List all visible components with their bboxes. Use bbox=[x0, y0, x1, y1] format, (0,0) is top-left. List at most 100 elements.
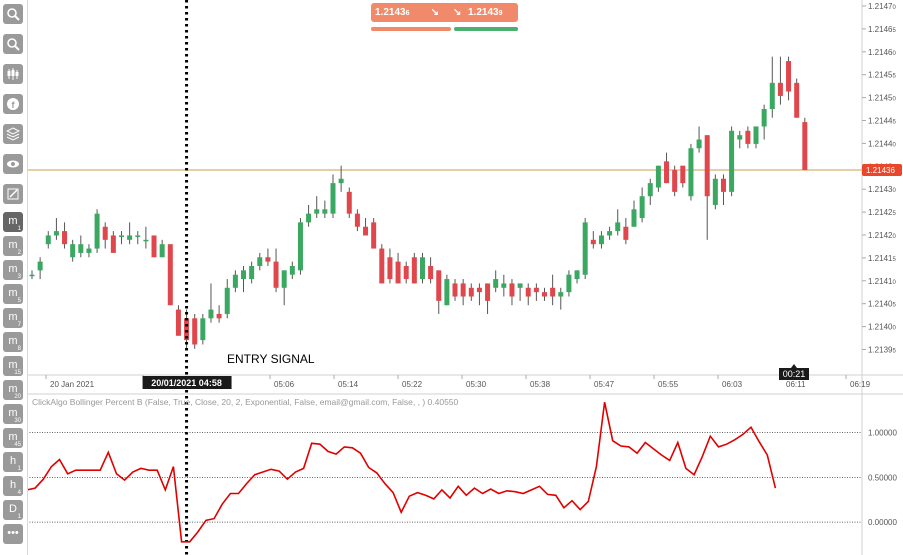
indicator-level-label: 0.00000 bbox=[868, 518, 897, 527]
timeframe-sub-label: 8 bbox=[17, 346, 21, 352]
price-tick-label: 1.21400 bbox=[868, 323, 896, 332]
zoom-out-button[interactable] bbox=[3, 34, 23, 54]
timeframe-label: m bbox=[8, 359, 18, 371]
price-tick-label: 1.21410 bbox=[868, 277, 896, 286]
price-tick-label: 1.21440 bbox=[868, 139, 896, 148]
candle bbox=[241, 270, 247, 280]
candle bbox=[289, 265, 295, 275]
candle bbox=[330, 183, 336, 214]
candle bbox=[452, 283, 458, 297]
price-tick-label: 1.21455 bbox=[868, 71, 896, 80]
candle bbox=[468, 287, 474, 297]
candle bbox=[224, 287, 230, 314]
candle bbox=[29, 274, 35, 277]
candle bbox=[363, 226, 369, 236]
candle bbox=[78, 244, 84, 253]
eye-button[interactable] bbox=[3, 154, 23, 174]
time-tick-label: 06:03 bbox=[722, 380, 743, 389]
timeframe-sub-label: 1 bbox=[17, 514, 21, 520]
candle bbox=[525, 287, 531, 297]
candle bbox=[769, 82, 775, 110]
timeframe-label: m bbox=[8, 239, 18, 251]
candle bbox=[175, 309, 181, 336]
candle bbox=[737, 135, 743, 140]
indicator-title: ClickAlgo Bollinger Percent B (False, Tr… bbox=[32, 397, 459, 407]
current-price-label: 1.21436 bbox=[866, 166, 895, 175]
candle bbox=[428, 265, 434, 280]
timeframe-label: ••• bbox=[7, 527, 19, 539]
zoom-in-icon bbox=[7, 8, 20, 21]
sell-price-button[interactable]: 1.21436 ↘ bbox=[371, 3, 451, 22]
price-tick-label: 1.21425 bbox=[868, 208, 896, 217]
timeframe-sub-label: 5 bbox=[17, 298, 21, 304]
settings-button[interactable] bbox=[3, 184, 23, 204]
candle bbox=[680, 165, 686, 184]
timeframe-button-13[interactable]: ••• bbox=[3, 524, 23, 544]
candle bbox=[338, 178, 344, 184]
candle bbox=[655, 165, 661, 188]
candle bbox=[761, 109, 767, 127]
timeframe-button-8[interactable]: m 30 bbox=[3, 404, 23, 424]
candle bbox=[110, 235, 116, 253]
buy-price-button[interactable]: ↘ 1.21439 bbox=[446, 3, 518, 22]
candle bbox=[411, 257, 417, 284]
candle bbox=[542, 292, 548, 297]
candle bbox=[102, 226, 108, 240]
candle bbox=[631, 209, 637, 227]
layers-button[interactable] bbox=[3, 124, 23, 144]
candle bbox=[208, 309, 214, 319]
timeframe-button-7[interactable]: m 20 bbox=[3, 380, 23, 400]
candle bbox=[574, 270, 580, 280]
candle bbox=[232, 274, 238, 288]
entry-signal-annotation: ENTRY SIGNAL bbox=[227, 352, 315, 366]
indicators-button[interactable] bbox=[3, 64, 23, 84]
candle bbox=[493, 279, 499, 288]
candle bbox=[533, 287, 539, 293]
arrow-down-icon: ↘ bbox=[453, 7, 462, 18]
timeframe-button-6[interactable]: m 15 bbox=[3, 356, 23, 376]
layers-icon bbox=[6, 127, 20, 141]
candle bbox=[720, 178, 726, 192]
candle bbox=[143, 239, 149, 242]
candle bbox=[371, 222, 377, 249]
timeframe-label: h bbox=[9, 455, 17, 467]
price-tick-label: 1.21395 bbox=[868, 346, 896, 355]
zoom-in-button[interactable] bbox=[3, 4, 23, 24]
candle bbox=[322, 209, 328, 214]
indicators-icon bbox=[7, 68, 19, 80]
candle bbox=[167, 244, 173, 306]
candle bbox=[745, 130, 751, 144]
percent-b-line bbox=[26, 402, 777, 543]
svg-text:f: f bbox=[12, 100, 16, 110]
facebook-icon: f bbox=[7, 98, 19, 110]
facebook-button[interactable]: f bbox=[3, 94, 23, 114]
buy-volume-bar bbox=[454, 27, 518, 31]
candle bbox=[200, 318, 206, 341]
time-tick-label: 05:38 bbox=[530, 380, 551, 389]
candle bbox=[712, 178, 718, 205]
timeframe-button-9[interactable]: m 45 bbox=[3, 428, 23, 448]
candle bbox=[558, 292, 564, 297]
timeframe-sub-label: 45 bbox=[14, 442, 21, 448]
candle bbox=[354, 213, 360, 227]
candle bbox=[607, 231, 613, 236]
zoom-out-icon bbox=[7, 38, 20, 51]
candle bbox=[517, 283, 523, 288]
candle bbox=[753, 126, 759, 144]
candle bbox=[281, 270, 287, 288]
candle bbox=[647, 183, 653, 197]
eye-icon bbox=[7, 160, 19, 168]
timeframe-sub-label: 20 bbox=[14, 394, 21, 400]
candle bbox=[802, 122, 808, 171]
candle bbox=[444, 279, 450, 306]
